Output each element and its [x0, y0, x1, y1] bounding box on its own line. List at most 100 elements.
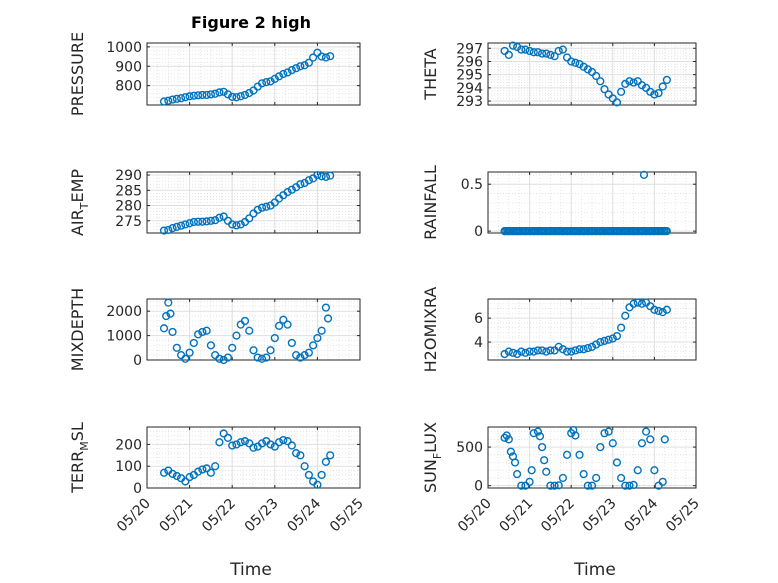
data-point	[625, 77, 634, 86]
data-point	[159, 324, 169, 333]
y-tick-label: 200	[115, 437, 142, 453]
data-point	[313, 333, 322, 343]
data-point	[309, 341, 318, 350]
data-point	[262, 202, 271, 211]
data-point	[287, 66, 296, 75]
y-tick-label: 0.5	[461, 177, 483, 193]
axes-box	[487, 426, 697, 489]
data-point	[608, 439, 617, 448]
subplot-pressure: 800 900 1000 PRESSURE	[68, 32, 361, 116]
data-point	[296, 62, 305, 71]
data-point	[661, 227, 671, 236]
x-tick-label: 05/21	[497, 496, 537, 536]
data-point	[172, 471, 181, 481]
data-point	[521, 45, 530, 54]
data-point	[537, 442, 547, 452]
data-point	[219, 355, 228, 365]
data-point	[326, 52, 335, 61]
data-point	[529, 48, 538, 57]
data-point	[240, 437, 250, 446]
data-point	[326, 451, 335, 460]
data-point	[629, 299, 638, 308]
data-point	[592, 473, 601, 483]
data-point	[159, 97, 169, 106]
data-point	[215, 438, 224, 447]
data-point	[658, 82, 667, 91]
data-point	[274, 438, 284, 447]
data-point	[533, 427, 543, 436]
data-point	[658, 477, 667, 486]
data-point	[236, 220, 245, 229]
data-point	[162, 311, 171, 321]
data-point	[266, 346, 275, 355]
data-point	[500, 433, 509, 442]
y-axis-label: PRESSURE	[68, 32, 87, 116]
y-tick-label: 280	[115, 199, 142, 215]
axes-box	[487, 42, 697, 106]
data-point	[604, 335, 613, 344]
data-point	[562, 347, 572, 356]
data-point	[617, 323, 626, 332]
data-point	[517, 45, 526, 54]
data-point	[529, 429, 538, 438]
data-point	[219, 87, 228, 96]
data-point	[253, 353, 262, 362]
data-point	[596, 442, 605, 452]
data-point	[232, 440, 241, 449]
data-point	[317, 172, 326, 181]
data-point	[283, 320, 292, 329]
data-point	[604, 427, 613, 436]
data-point	[571, 346, 580, 355]
x-axis-label-left: Time	[229, 560, 272, 580]
x-tick-label: 05/25	[327, 496, 367, 536]
data-point	[283, 437, 292, 446]
y-tick-label: 500	[456, 440, 483, 456]
y-tick-label: 4	[474, 335, 483, 351]
data-point	[304, 176, 313, 185]
data-point	[168, 95, 177, 104]
data-point	[185, 92, 194, 101]
data-point	[300, 462, 309, 471]
subplot-terr_msl: 0 100 200 05/20 05/21 05/22 05/23 05/24 05/25 TER…	[68, 422, 367, 535]
data-point	[583, 343, 592, 353]
data-point	[266, 77, 275, 86]
data-point	[529, 347, 538, 356]
data-point	[513, 470, 522, 479]
data-point	[527, 466, 536, 475]
data-point	[202, 326, 211, 335]
x-tick-label: 05/22	[199, 496, 239, 536]
y-axis-label: H2OMIXRA	[421, 287, 440, 373]
data-point	[633, 466, 642, 475]
data-point	[639, 170, 649, 179]
data-point	[185, 348, 194, 357]
data-point	[558, 473, 567, 483]
data-point	[617, 87, 626, 96]
data-point	[558, 345, 567, 354]
axes-box	[146, 298, 361, 361]
data-point	[654, 89, 663, 98]
data-point	[185, 219, 194, 228]
data-point	[206, 341, 216, 350]
data-point	[176, 94, 186, 103]
subplot-mixdepth: 0 1000 2000 MIXDEPTH	[68, 288, 361, 371]
data-point	[215, 213, 224, 222]
data-point	[159, 468, 169, 477]
x-tick-label: 05/24	[284, 495, 324, 535]
data-point	[292, 449, 301, 458]
y-axis-label: AIRTEMP	[68, 169, 91, 236]
data-point	[506, 447, 515, 456]
data-point	[202, 464, 211, 473]
data-point	[240, 316, 250, 326]
data-point	[660, 435, 669, 444]
data-point	[206, 90, 216, 99]
data-point	[535, 432, 545, 441]
data-point	[168, 327, 177, 337]
data-point	[583, 481, 592, 490]
data-point	[579, 345, 588, 354]
data-point	[646, 435, 655, 444]
data-point	[181, 477, 190, 486]
data-point	[189, 338, 198, 348]
y-tick-label: 0	[133, 353, 142, 369]
data-point	[194, 467, 203, 476]
